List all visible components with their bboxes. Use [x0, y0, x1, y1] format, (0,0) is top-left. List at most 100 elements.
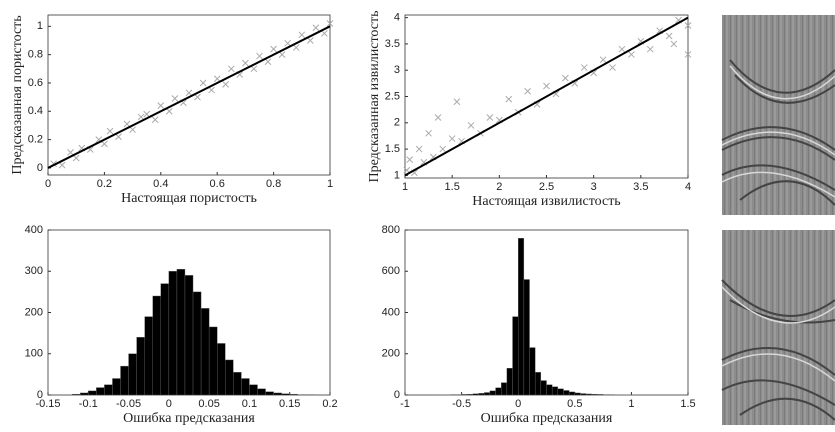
histogram-bar	[217, 343, 225, 395]
histogram-bar	[129, 354, 137, 395]
x-tick-label: 1	[628, 398, 634, 410]
x-tick-label: 0.1	[242, 398, 257, 410]
histogram-bar	[80, 393, 88, 395]
y-tick-label: 0.4	[28, 105, 43, 117]
histogram-bar	[96, 388, 104, 395]
y-tick-label: 0	[37, 162, 43, 174]
y-tick-label: 400	[382, 306, 400, 318]
x-tick-label: 1.5	[445, 181, 460, 193]
figure: 00.20.40.60.8100.20.40.60.81Настоящая по…	[0, 0, 835, 432]
histogram-bar	[88, 391, 96, 395]
y-tick-label: 0.8	[28, 49, 43, 61]
histogram-bar	[580, 394, 586, 395]
x-tick-label: 0.2	[322, 398, 337, 410]
y-tick-label: 2	[394, 117, 400, 129]
histogram-bar	[153, 296, 161, 395]
histogram-bar	[112, 379, 120, 396]
histogram-bar	[524, 280, 530, 396]
seismic-image-top	[722, 15, 835, 215]
histogram-bar	[586, 394, 592, 395]
x-tick-label: 0.5	[567, 398, 582, 410]
y-tick-label: 300	[25, 265, 43, 277]
y-tick-label: 2.5	[385, 90, 400, 102]
histogram-bar	[473, 394, 479, 395]
x-axis-label: Настоящая пористость	[121, 191, 257, 206]
x-tick-label: -1	[400, 398, 410, 410]
x-tick-label: 2.5	[539, 181, 554, 193]
histogram-bar	[490, 391, 496, 395]
y-tick-label: 3.5	[385, 38, 400, 50]
histogram-bar	[484, 393, 490, 395]
x-tick-label: 4	[685, 181, 691, 193]
plot-frame	[48, 15, 330, 175]
y-axis-label: Предсказанная пористость	[10, 15, 25, 174]
histogram-bar	[290, 394, 298, 395]
x-tick-label: 0.2	[97, 178, 112, 190]
histogram-bar	[507, 368, 513, 395]
y-tick-label: 1	[37, 20, 43, 32]
y-tick-label: 800	[382, 224, 400, 236]
histogram-bar	[121, 366, 129, 395]
plot-frame	[405, 230, 688, 395]
histogram-bar	[257, 389, 265, 395]
histogram-bar	[541, 381, 547, 395]
y-tick-label: 4	[394, 12, 400, 24]
histogram-bar	[233, 372, 241, 395]
histogram-bar	[266, 392, 274, 395]
histogram-bar	[169, 271, 177, 395]
histogram-bar	[501, 383, 507, 395]
y-tick-label: 0	[37, 389, 43, 401]
x-tick-label: 0.4	[153, 178, 168, 190]
x-tick-label: 0	[166, 398, 172, 410]
histogram-bar	[592, 394, 598, 395]
x-tick-label: 0.05	[198, 398, 219, 410]
x-tick-label: 0	[515, 398, 521, 410]
y-tick-label: 400	[25, 224, 43, 236]
histogram-bar	[530, 348, 536, 395]
histogram-bar	[72, 394, 80, 395]
x-tick-label: -0.1	[79, 398, 98, 410]
y-tick-label: 0	[394, 389, 400, 401]
x-tick-label: 2	[496, 181, 502, 193]
histogram-bar	[145, 317, 153, 395]
histogram-bar	[225, 360, 233, 395]
histogram-bar	[563, 390, 569, 395]
histogram-bar	[575, 393, 581, 395]
x-tick-label: -0.05	[116, 398, 141, 410]
histogram-bar	[185, 275, 193, 395]
histogram-bar	[193, 292, 201, 395]
y-tick-label: 100	[25, 348, 43, 360]
y-tick-label: 0.2	[28, 134, 43, 146]
x-tick-label: 3	[591, 181, 597, 193]
y-tick-label: 1	[394, 169, 400, 181]
x-tick-label: 3.5	[633, 181, 648, 193]
histogram-bar	[274, 393, 282, 395]
histogram-bar	[137, 337, 145, 395]
x-tick-label: 0.8	[266, 178, 281, 190]
histogram-bar	[479, 393, 485, 395]
x-tick-label: 1.5	[680, 398, 695, 410]
histogram-bar	[209, 327, 217, 395]
histogram-bar	[104, 385, 112, 395]
histogram-bar	[249, 385, 257, 395]
y-tick-label: 200	[25, 306, 43, 318]
histogram-bar	[535, 372, 541, 395]
x-tick-label: 0	[45, 178, 51, 190]
histogram-bar	[201, 308, 209, 395]
histogram-bar	[518, 238, 524, 395]
histogram-bar	[282, 394, 290, 395]
x-axis-label: Настоящая извилистость	[472, 194, 620, 209]
histogram-bar	[552, 387, 558, 395]
histogram-bar	[161, 284, 169, 395]
histogram-bar	[241, 379, 249, 396]
x-tick-label: 1	[327, 178, 333, 190]
x-tick-label: 1	[402, 181, 408, 193]
y-tick-label: 3	[394, 64, 400, 76]
y-tick-label: 600	[382, 265, 400, 277]
histogram-bar	[513, 317, 519, 395]
x-tick-label: -0.5	[452, 398, 471, 410]
x-axis-label: Ошибка предсказания	[123, 411, 255, 426]
seismic-image-bottom	[722, 230, 835, 425]
histogram-bar	[558, 389, 564, 395]
histogram-bar	[597, 394, 603, 395]
